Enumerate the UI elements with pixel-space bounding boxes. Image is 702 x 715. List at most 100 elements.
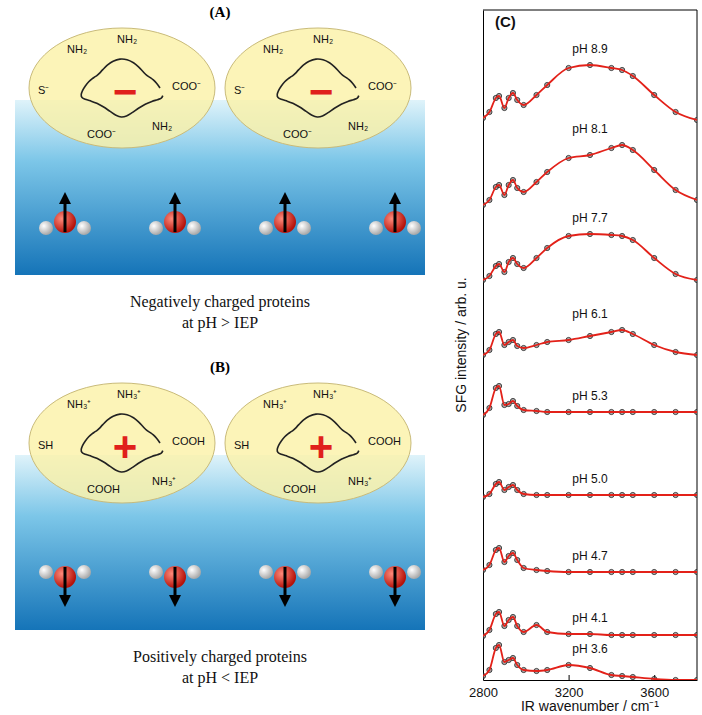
series [483, 142, 697, 207]
series [483, 231, 697, 282]
y-axis [483, 11, 484, 681]
caption: Negatively charged proteins [130, 293, 310, 311]
water-molecule [39, 565, 91, 601]
hydrogen [297, 221, 311, 235]
hydrogen [77, 221, 91, 235]
series [483, 62, 697, 122]
group-label: COOH [283, 483, 316, 495]
group-label: NH₃⁺ [117, 388, 141, 400]
water-molecule [149, 198, 201, 235]
fit-line [483, 65, 697, 120]
y-axis-title: SFG intensity / arb. u. [453, 277, 469, 412]
series-label: pH 4.1 [572, 611, 608, 625]
series [483, 383, 697, 417]
hydrogen [259, 221, 273, 235]
series-label: pH 5.3 [572, 389, 608, 403]
water-molecule [259, 565, 311, 601]
group-label: NH₃⁺ [67, 398, 91, 410]
dipole-arrow [394, 567, 397, 601]
group-label: COOH [87, 483, 120, 495]
series-label: pH 7.7 [572, 211, 608, 225]
group-label: COOH [368, 435, 401, 447]
group-label: NH₃⁺ [152, 475, 176, 487]
panel-letter: (A) [210, 4, 231, 21]
group-label: NH₂ [348, 120, 368, 132]
protein-chain [81, 414, 163, 472]
hydrogen [187, 565, 201, 579]
group-label: SH [234, 439, 249, 451]
group-label: NH₂ [263, 43, 283, 55]
protein: − NH₂ NH₂ COO⁻ S⁻ NH₂ COO⁻ [225, 28, 411, 148]
group-label: NH₂ [117, 33, 137, 45]
group-label: NH₂ [152, 120, 172, 132]
series [483, 327, 697, 357]
protein: +NH₃⁺NH₃⁺COOHSHNH₃⁺COOH [29, 383, 215, 503]
series-label: pH 5.0 [572, 472, 608, 486]
protein-body [29, 383, 215, 503]
plot-frame [483, 10, 697, 680]
dipole-arrow [174, 567, 177, 601]
caption: Positively charged proteins [133, 648, 307, 666]
series [483, 642, 697, 680]
series-label: pH 8.9 [572, 42, 608, 56]
x-tick-label: 2800 [469, 685, 498, 700]
group-label: NH₂ [313, 33, 333, 45]
water-molecule [369, 198, 421, 235]
hydrogen [187, 221, 201, 235]
group-label: SH [38, 439, 53, 451]
hydrogen [39, 565, 53, 579]
plot-area [483, 62, 697, 680]
hydrogen [77, 565, 91, 579]
chart: 280032003600IR wavenumber / cm⁻¹SFG inte… [453, 10, 700, 714]
x-tick-mark [569, 675, 570, 680]
group-label: COO⁻ [172, 80, 201, 92]
series-label: pH 3.6 [572, 642, 608, 656]
fit-line [483, 145, 697, 205]
series [483, 545, 697, 574]
charge-symbol: + [309, 423, 334, 470]
fit-line [483, 386, 697, 415]
diagram-panel: (B)+NH₃⁺NH₃⁺COOHSHNH₃⁺COOH+NH₃⁺NH₃⁺COOHS… [15, 359, 425, 687]
group-label: COO⁻ [283, 128, 312, 140]
series-labels: pH 8.9 pH 8.1 pH 7.7 pH 6.1 pH 5.3 pH 5.0 pH 4… [572, 42, 608, 656]
group-label: NH₃⁺ [263, 398, 287, 410]
series-label: pH 6.1 [572, 307, 608, 321]
hydrogen [407, 565, 421, 579]
charge-symbol: − [309, 68, 334, 115]
protein: +NH₃⁺NH₃⁺COOHSHNH₃⁺COOH [225, 383, 411, 503]
hydrogen [149, 221, 163, 235]
caption: at pH > IEP [182, 314, 258, 332]
protein-body [225, 383, 411, 503]
dipole-arrow [64, 567, 67, 601]
hydrogen [369, 565, 383, 579]
protein-body [29, 28, 215, 148]
series-label: pH 8.1 [572, 122, 608, 136]
dipole-arrow [284, 198, 287, 232]
chart-title: (C) [495, 13, 516, 30]
protein-chain [81, 59, 163, 117]
water-molecule [259, 198, 311, 235]
series [483, 609, 697, 638]
caption: at pH < IEP [182, 669, 258, 687]
group-label: S⁻ [38, 84, 49, 96]
group-label: COO⁻ [368, 80, 397, 92]
dipole-arrow [64, 198, 67, 232]
group-label: S⁻ [234, 84, 245, 96]
fit-line [483, 234, 697, 280]
x-tick: 3200 [555, 675, 584, 700]
fit-line [483, 330, 697, 355]
group-label: NH₂ [67, 43, 87, 55]
figure: (A) − NH₂ NH₂ COO⁻ S⁻ NH₂ COO⁻ − NH₂ NH₂ COO⁻ S⁻ NH₂ C… [0, 0, 702, 715]
protein-body [225, 28, 411, 148]
x-axis-line [484, 680, 698, 681]
protein: − NH₂ NH₂ COO⁻ S⁻ NH₂ COO⁻ [29, 28, 215, 148]
water-molecule [39, 198, 91, 235]
group-label: COO⁻ [87, 128, 116, 140]
hydrogen [149, 565, 163, 579]
dipole-arrow [174, 198, 177, 232]
protein-chain [277, 59, 359, 117]
group-label: NH₃⁺ [313, 388, 337, 400]
charge-symbol: − [113, 68, 138, 115]
hydrogen [39, 221, 53, 235]
diagram-panel: (A) − NH₂ NH₂ COO⁻ S⁻ NH₂ COO⁻ − NH₂ NH₂ COO⁻ S⁻ NH₂ C… [15, 4, 425, 332]
